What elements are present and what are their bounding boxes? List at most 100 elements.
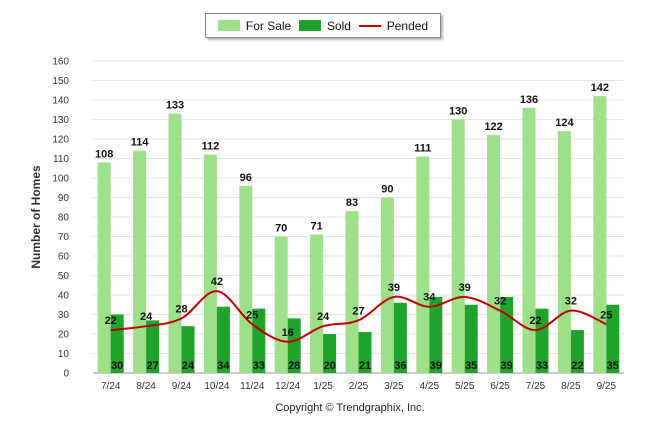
bar-sold xyxy=(464,304,478,373)
bar-for-sale xyxy=(203,154,217,373)
data-label-sold: 33 xyxy=(536,360,548,372)
data-label-for-sale: 133 xyxy=(166,100,184,112)
x-tick-label: 11/24 xyxy=(240,381,265,392)
data-label-pended: 34 xyxy=(423,292,436,304)
y-tick-label: 10 xyxy=(58,349,70,360)
bar-for-sale xyxy=(416,156,430,373)
bar-sold xyxy=(606,304,620,373)
x-tick-label: 9/24 xyxy=(172,381,192,392)
legend-swatch-sold xyxy=(298,20,321,31)
data-label-for-sale: 83 xyxy=(346,197,358,209)
bar-for-sale xyxy=(97,162,111,373)
y-tick-label: 120 xyxy=(52,135,69,146)
data-label-pended: 25 xyxy=(600,309,612,321)
copyright-text: Copyright © Trendgraphix, Inc. xyxy=(275,402,425,414)
legend: For Sale Sold Pended xyxy=(205,13,441,38)
data-label-sold: 34 xyxy=(217,360,230,372)
legend-swatch-pended xyxy=(358,24,381,27)
x-tick-label: 1/25 xyxy=(313,381,333,392)
data-label-pended: 28 xyxy=(175,303,187,315)
data-label-sold: 27 xyxy=(146,360,158,372)
bar-for-sale xyxy=(274,236,288,373)
bar-sold xyxy=(429,296,443,373)
bar-sold xyxy=(252,308,266,373)
bar-for-sale xyxy=(168,113,182,374)
data-label-pended: 32 xyxy=(494,296,506,308)
y-tick-label: 130 xyxy=(52,115,69,126)
data-label-pended: 16 xyxy=(282,327,294,339)
bar-for-sale xyxy=(133,150,147,373)
data-label-for-sale: 70 xyxy=(275,223,287,235)
data-label-pended: 24 xyxy=(317,311,330,323)
legend-label-for-sale: For Sale xyxy=(245,18,292,33)
x-tick-label: 7/25 xyxy=(526,381,546,392)
data-label-pended: 22 xyxy=(105,315,117,327)
bar-for-sale xyxy=(522,107,536,374)
bar-sold xyxy=(358,332,372,373)
data-label-pended: 25 xyxy=(246,309,258,321)
line-pended xyxy=(110,290,607,343)
bar-for-sale xyxy=(451,119,465,373)
data-label-sold: 33 xyxy=(253,360,265,372)
data-label-sold: 39 xyxy=(430,360,442,372)
data-label-for-sale: 142 xyxy=(591,82,609,94)
x-tick-label: 7/24 xyxy=(101,381,121,392)
data-label-pended: 27 xyxy=(352,305,364,317)
bar-sold xyxy=(181,326,195,373)
y-axis-label: Number of Homes xyxy=(29,165,43,269)
y-tick-label: 160 xyxy=(52,57,69,68)
bar-for-sale xyxy=(345,211,359,373)
data-label-for-sale: 96 xyxy=(240,172,252,184)
data-label-for-sale: 71 xyxy=(310,221,322,233)
y-tick-label: 70 xyxy=(58,232,70,243)
data-label-for-sale: 124 xyxy=(555,117,574,129)
bar-sold xyxy=(393,302,407,373)
data-label-pended: 24 xyxy=(140,311,153,323)
bar-sold xyxy=(535,308,549,373)
bar-sold xyxy=(323,334,337,373)
legend-item-sold[interactable]: Sold xyxy=(298,19,351,33)
bar-for-sale xyxy=(593,96,607,373)
data-label-sold: 30 xyxy=(111,360,123,372)
data-label-sold: 35 xyxy=(607,360,619,372)
data-label-sold: 28 xyxy=(288,360,300,372)
data-label-for-sale: 136 xyxy=(520,94,538,106)
y-tick-label: 80 xyxy=(58,213,70,224)
y-tick-label: 150 xyxy=(52,76,69,87)
x-tick-label: 8/24 xyxy=(136,381,156,392)
legend-swatch-for-sale xyxy=(217,20,240,31)
data-label-for-sale: 112 xyxy=(202,141,220,153)
legend-item-for-sale[interactable]: For Sale xyxy=(217,18,292,33)
bar-for-sale xyxy=(239,185,253,373)
bar-sold xyxy=(287,318,301,373)
y-tick-label: 90 xyxy=(58,193,70,204)
x-tick-label: 9/25 xyxy=(597,381,617,392)
bar-sold xyxy=(216,306,230,373)
legend-item-pended[interactable]: Pended xyxy=(358,19,428,33)
y-tick-label: 40 xyxy=(58,291,70,302)
data-label-sold: 39 xyxy=(500,360,512,372)
y-tick-label: 50 xyxy=(58,271,70,282)
bar-sold xyxy=(570,330,584,373)
data-label-pended: 39 xyxy=(388,282,400,294)
x-tick-label: 12/24 xyxy=(275,381,300,392)
data-label-sold: 22 xyxy=(571,360,583,372)
data-label-pended: 22 xyxy=(529,315,541,327)
y-tick-label: 20 xyxy=(58,330,70,341)
x-tick-label: 3/25 xyxy=(384,381,404,392)
bar-sold xyxy=(146,320,160,373)
data-label-for-sale: 111 xyxy=(414,143,431,155)
data-label-pended: 32 xyxy=(565,296,577,308)
data-label-pended: 39 xyxy=(459,282,471,294)
data-label-for-sale: 122 xyxy=(484,121,502,133)
y-tick-label: 0 xyxy=(63,369,69,380)
y-tick-label: 140 xyxy=(52,96,69,107)
x-tick-label: 8/25 xyxy=(561,381,581,392)
y-tick-label: 60 xyxy=(58,252,70,263)
bar-for-sale xyxy=(557,131,571,373)
data-label-sold: 36 xyxy=(394,360,406,372)
bar-for-sale xyxy=(380,197,394,373)
data-label-for-sale: 114 xyxy=(131,137,150,149)
x-tick-label: 2/25 xyxy=(349,381,369,392)
